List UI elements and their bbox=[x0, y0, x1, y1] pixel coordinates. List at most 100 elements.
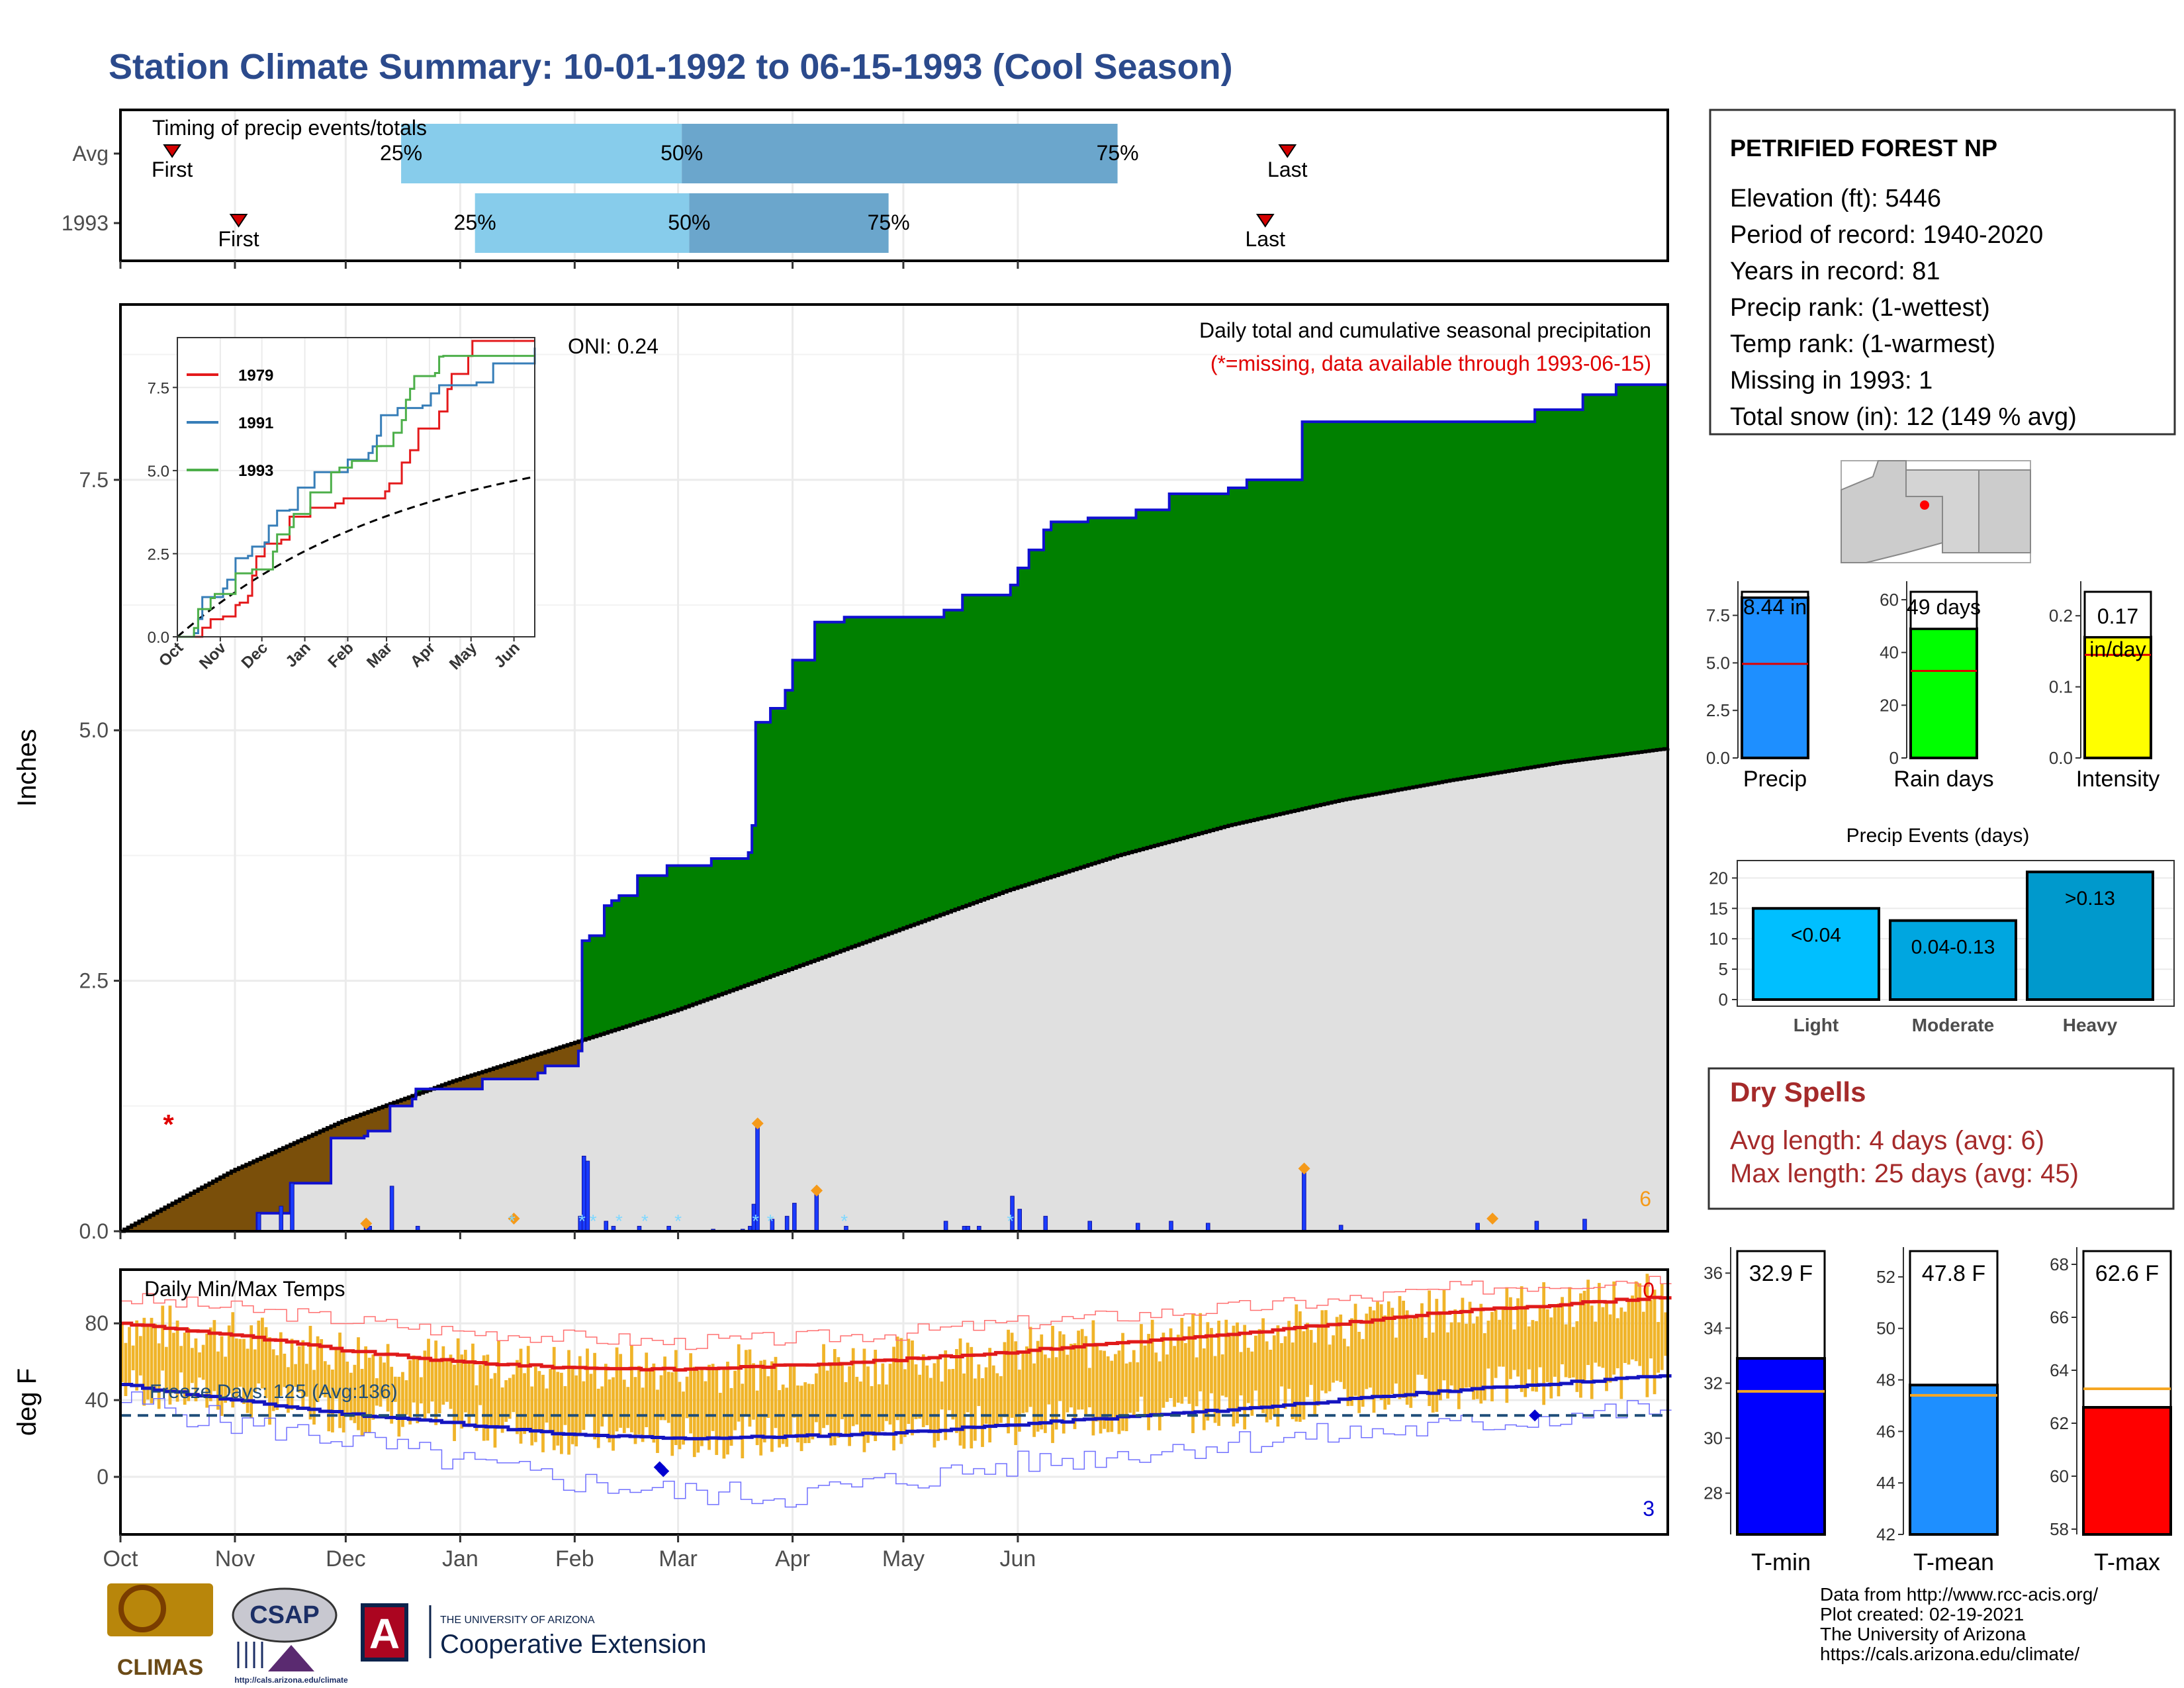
daily-temp-bar bbox=[201, 1344, 205, 1380]
uofa-logo-big: Cooperative Extension bbox=[440, 1630, 706, 1659]
daily-temp-bar bbox=[379, 1356, 383, 1407]
daily-temp-bar bbox=[778, 1389, 781, 1448]
daily-precip-bar bbox=[943, 1221, 948, 1232]
daily-temp-bar bbox=[881, 1363, 885, 1431]
daily-temp-bar bbox=[707, 1364, 711, 1450]
daily-temp-bar bbox=[1538, 1305, 1542, 1368]
daily-temp-bar bbox=[345, 1361, 349, 1415]
daily-temp-bar bbox=[1295, 1304, 1298, 1422]
daily-temp-bar bbox=[788, 1365, 792, 1435]
daily-temp-bar bbox=[600, 1386, 604, 1427]
daily-temp-bar bbox=[131, 1345, 135, 1371]
daily-temp-bar bbox=[1095, 1346, 1099, 1422]
daily-temp-bar bbox=[582, 1381, 586, 1430]
daily-temp-bar bbox=[304, 1364, 308, 1397]
daily-temp-bar bbox=[1073, 1343, 1077, 1429]
daily-temp-bar bbox=[445, 1358, 449, 1402]
tmean-bar bbox=[1909, 1383, 1999, 1536]
precip-ytick-label: 2.5 bbox=[79, 969, 109, 993]
daily-temp-bar bbox=[1601, 1307, 1605, 1368]
daily-temp-bar bbox=[737, 1344, 741, 1422]
tmin-tick-label: 28 bbox=[1704, 1483, 1723, 1503]
daily-temp-bar bbox=[471, 1343, 475, 1416]
snow-marker: * bbox=[1007, 1211, 1014, 1231]
daily-temp-bar bbox=[1210, 1328, 1213, 1393]
tmax-summary: 58 60 62 64 66 68 62.6 F T-max bbox=[2050, 1247, 2172, 1575]
daily-temp-bar bbox=[1453, 1309, 1457, 1391]
daily-temp-bar bbox=[234, 1338, 238, 1401]
daily-temp-bar bbox=[1369, 1307, 1372, 1388]
station-info-line: Precip rank: (1-wettest) bbox=[1730, 294, 1990, 322]
tmin-bar bbox=[1736, 1357, 1826, 1536]
tmean-label: T-mean bbox=[1913, 1548, 1994, 1575]
daily-temp-bar bbox=[489, 1378, 493, 1426]
daily-temp-bar bbox=[1446, 1332, 1449, 1399]
timing-bar-q1 bbox=[475, 193, 690, 253]
precip-frame bbox=[119, 303, 1669, 1233]
daily-temp-bar bbox=[870, 1385, 874, 1436]
daily-temp-bar bbox=[1121, 1333, 1124, 1431]
tmean-tick-label: 50 bbox=[1876, 1319, 1895, 1338]
daily-temp-bar bbox=[612, 1377, 615, 1451]
daily-temp-bar bbox=[338, 1333, 341, 1429]
daily-temp-bar bbox=[516, 1360, 519, 1434]
daily-temp-bar bbox=[1217, 1321, 1220, 1427]
temp-panel-title: Daily Min/Max Temps bbox=[144, 1277, 345, 1301]
tmean-tick-label: 48 bbox=[1876, 1370, 1895, 1390]
inset-legend-label: 1979 bbox=[238, 367, 273, 385]
oni-label: ONI: 0.24 bbox=[568, 334, 659, 358]
daily-temp-bar bbox=[120, 1323, 124, 1383]
daily-temp-bar bbox=[301, 1340, 305, 1410]
daily-temp-bar bbox=[586, 1348, 589, 1417]
daily-temp-bar bbox=[999, 1376, 1003, 1423]
rain_days-tick-label: 0 bbox=[1889, 748, 1899, 768]
snow-marker: * bbox=[590, 1211, 597, 1231]
daily-temp-bar bbox=[1246, 1347, 1250, 1403]
rain_days-value-box bbox=[1909, 590, 1978, 630]
daily-temp-bar bbox=[995, 1373, 999, 1427]
temperature-panel: Daily Min/Max Temps Freeze Days: 125 (Avg… bbox=[13, 1268, 1672, 1571]
tmin-tick-label: 30 bbox=[1704, 1429, 1723, 1448]
daily-temp-bar bbox=[844, 1382, 848, 1435]
daily-temp-bar bbox=[984, 1367, 988, 1424]
daily-temp-bar bbox=[604, 1364, 608, 1417]
daily-temp-bar bbox=[124, 1342, 128, 1397]
daily-temp-bar bbox=[1472, 1323, 1476, 1400]
tmin-value-label: 32.9 F bbox=[1749, 1261, 1813, 1286]
daily-precip-bar bbox=[1302, 1170, 1306, 1232]
daily-temp-bar bbox=[1568, 1287, 1572, 1378]
inset-average-line bbox=[177, 475, 535, 638]
daily-temp-bar bbox=[762, 1360, 766, 1443]
daily-temp-bar bbox=[1280, 1342, 1283, 1387]
daily-temp-bar bbox=[1564, 1324, 1568, 1378]
daily-temp-bar bbox=[837, 1357, 841, 1438]
daily-temp-bar bbox=[334, 1347, 338, 1399]
precip-legend-title: Daily total and cumulative seasonal prec… bbox=[1199, 318, 1651, 342]
temp-ytick-label: 80 bbox=[85, 1311, 109, 1335]
daily-temp-bar bbox=[785, 1387, 789, 1447]
daily-temp-bar bbox=[1272, 1335, 1276, 1416]
daily-temp-bar bbox=[1328, 1344, 1332, 1391]
daily-temp-bar bbox=[1269, 1349, 1273, 1420]
tmax-tick-label: 66 bbox=[2050, 1307, 2069, 1327]
daily-temp-bar bbox=[560, 1372, 563, 1454]
daily-temp-bar bbox=[408, 1360, 412, 1425]
daily-temp-bar bbox=[1468, 1301, 1472, 1387]
rain_days-tick-label: 60 bbox=[1880, 590, 1899, 610]
rain_days-bar bbox=[1909, 627, 1978, 760]
daily-temp-bar bbox=[1036, 1340, 1040, 1432]
daily-temp-bar bbox=[862, 1348, 866, 1452]
daily-temp-bar bbox=[811, 1383, 815, 1440]
temp-ytick-label: 40 bbox=[85, 1388, 109, 1412]
tmax-tick-label: 58 bbox=[2050, 1519, 2069, 1539]
heavy-event-marker bbox=[508, 1212, 520, 1225]
daily-temp-bar bbox=[947, 1369, 951, 1411]
footer: Data from http://www.rcc-acis.org/Plot c… bbox=[107, 1583, 2098, 1685]
daily-temp-bar bbox=[1287, 1321, 1291, 1389]
daily-temp-bar bbox=[1298, 1311, 1302, 1422]
daily-temp-bar bbox=[630, 1345, 633, 1432]
daily-temp-bar bbox=[615, 1347, 619, 1432]
month-label: Jun bbox=[1000, 1546, 1036, 1571]
daily-temp-bar bbox=[416, 1356, 420, 1424]
tmean-tick-label: 44 bbox=[1876, 1473, 1895, 1493]
